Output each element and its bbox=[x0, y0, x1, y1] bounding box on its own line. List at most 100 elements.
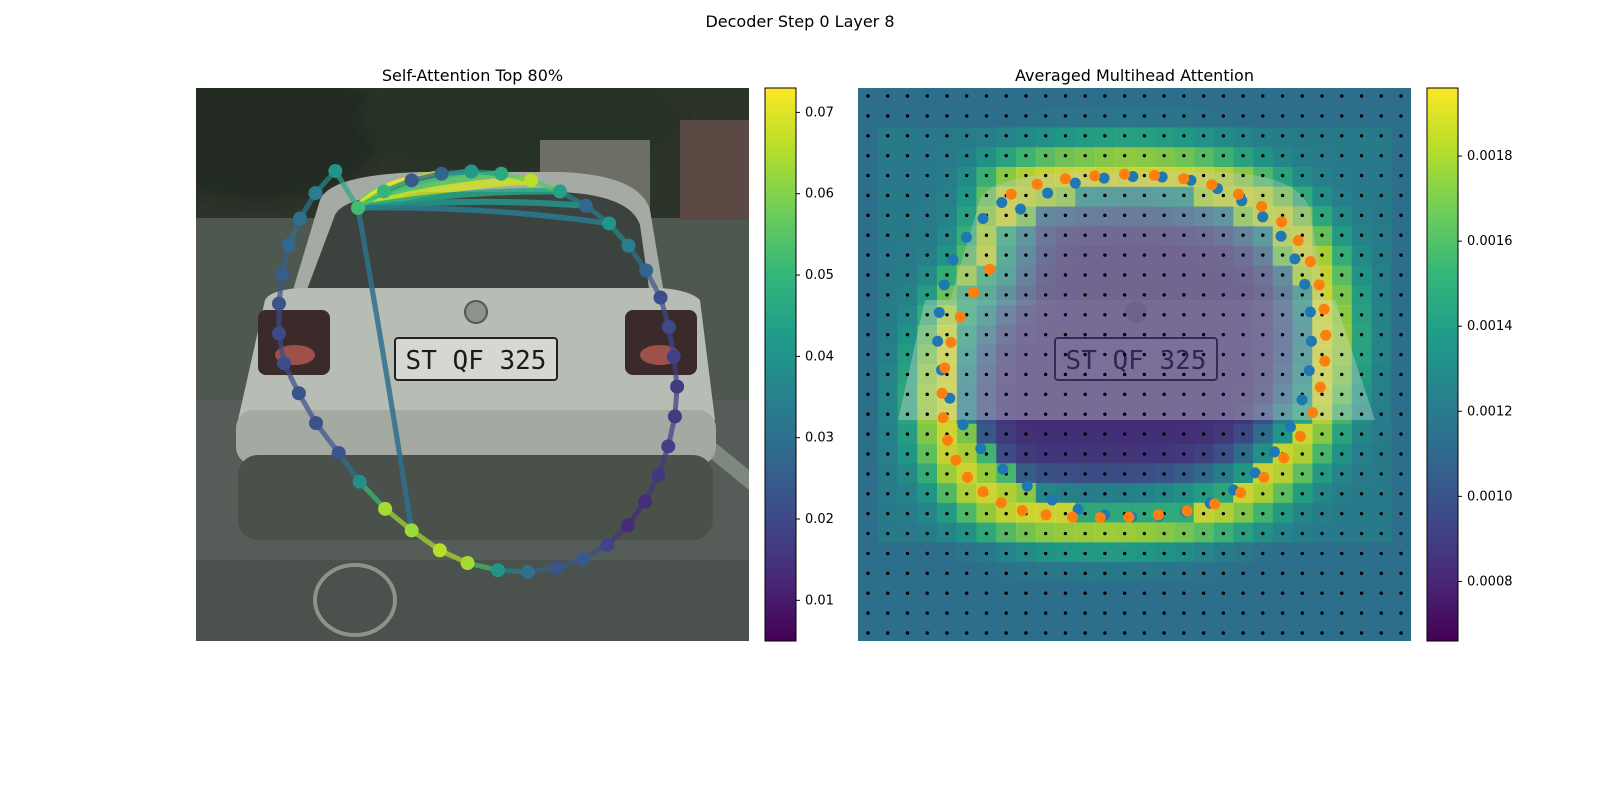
grid-point bbox=[1182, 392, 1186, 397]
attention-point bbox=[670, 379, 685, 394]
grid-point bbox=[1063, 531, 1068, 536]
grid-point bbox=[1083, 571, 1087, 576]
grid-point bbox=[1280, 352, 1285, 357]
grid-point bbox=[925, 173, 929, 178]
attention-point bbox=[621, 238, 636, 253]
grid-point bbox=[945, 472, 949, 476]
grid-point bbox=[1043, 452, 1048, 456]
grid-point bbox=[925, 193, 929, 198]
grid-point bbox=[1221, 511, 1226, 516]
grid-point bbox=[1063, 193, 1068, 198]
grid-point bbox=[866, 233, 870, 237]
grid-point bbox=[1182, 611, 1186, 615]
grid-point bbox=[1201, 153, 1206, 158]
grid-point bbox=[1103, 293, 1107, 297]
grid-point bbox=[1182, 332, 1186, 337]
series-point bbox=[996, 196, 1008, 208]
heatmap-cell bbox=[1035, 88, 1056, 109]
series-point bbox=[1294, 430, 1306, 442]
grid-point bbox=[1399, 372, 1403, 377]
grid-point bbox=[866, 511, 870, 516]
grid-point bbox=[1241, 352, 1245, 357]
grid-point bbox=[1103, 134, 1107, 138]
colorbar-tick-label: 0.07 bbox=[805, 105, 834, 120]
grid-point bbox=[1083, 313, 1087, 317]
grid-point bbox=[965, 173, 969, 178]
attention-point bbox=[404, 173, 419, 188]
grid-point bbox=[1320, 173, 1324, 178]
grid-point bbox=[866, 352, 870, 357]
grid-point bbox=[886, 273, 890, 277]
series-point bbox=[1313, 279, 1325, 291]
grid-point bbox=[1379, 94, 1383, 98]
grid-point bbox=[1340, 153, 1344, 158]
grid-point bbox=[1103, 114, 1107, 118]
heatmap-cell bbox=[1095, 147, 1116, 168]
grid-point bbox=[1063, 591, 1068, 595]
grid-point bbox=[984, 472, 989, 476]
grid-point bbox=[1340, 492, 1344, 496]
grid-point bbox=[1122, 313, 1127, 317]
grid-point bbox=[1221, 233, 1226, 237]
grid-point bbox=[1399, 173, 1403, 178]
grid-point bbox=[1320, 591, 1324, 595]
grid-point bbox=[1221, 631, 1226, 635]
grid-point bbox=[1103, 432, 1107, 436]
attention-point bbox=[666, 349, 681, 364]
grid-point bbox=[925, 213, 929, 218]
grid-point bbox=[1241, 571, 1245, 576]
grid-point bbox=[1103, 591, 1107, 595]
grid-point bbox=[1182, 253, 1186, 257]
grid-point bbox=[886, 173, 890, 178]
grid-point bbox=[1241, 153, 1245, 158]
grid-point bbox=[866, 452, 870, 456]
grid-point bbox=[1261, 531, 1265, 536]
grid-point bbox=[1201, 293, 1206, 297]
series-point bbox=[1042, 187, 1054, 199]
heatmap-cell bbox=[1114, 147, 1135, 168]
grid-point bbox=[1142, 213, 1147, 218]
heatmap-cell bbox=[956, 88, 977, 109]
grid-point bbox=[1004, 293, 1008, 297]
grid-point bbox=[925, 392, 929, 397]
series-point bbox=[947, 254, 959, 266]
grid-point bbox=[1122, 293, 1127, 297]
heatmap-cell bbox=[1391, 621, 1411, 641]
grid-point bbox=[1379, 591, 1383, 595]
heatmap-cell bbox=[976, 107, 997, 128]
heatmap-cell bbox=[996, 107, 1017, 128]
grid-point bbox=[945, 293, 949, 297]
grid-point bbox=[1280, 392, 1285, 397]
heatmap-cell bbox=[1371, 147, 1392, 168]
grid-point bbox=[1083, 432, 1087, 436]
grid-point bbox=[1261, 392, 1265, 397]
grid-point bbox=[1162, 134, 1166, 138]
grid-point bbox=[886, 611, 890, 615]
grid-point bbox=[1359, 332, 1364, 337]
heatmap-cell bbox=[1292, 147, 1313, 168]
attention-point bbox=[331, 445, 346, 460]
grid-point bbox=[945, 233, 949, 237]
grid-point bbox=[1162, 153, 1166, 158]
heatmap-cell bbox=[1233, 621, 1254, 641]
grid-point bbox=[1103, 332, 1107, 337]
colorbar-tick-label: 0.05 bbox=[805, 268, 834, 283]
grid-point bbox=[1280, 153, 1285, 158]
grid-point bbox=[1379, 173, 1383, 178]
grid-point bbox=[965, 591, 969, 595]
grid-point bbox=[1024, 551, 1028, 556]
grid-point bbox=[1063, 253, 1068, 257]
grid-point bbox=[1359, 551, 1364, 556]
grid-point bbox=[1340, 432, 1344, 436]
series-point bbox=[937, 412, 949, 424]
colorbar-tick-label: 0.06 bbox=[805, 187, 834, 202]
heatmap-cell bbox=[1253, 127, 1274, 148]
grid-point bbox=[1004, 412, 1008, 416]
grid-point bbox=[886, 551, 890, 556]
grid-point bbox=[905, 213, 910, 218]
grid-point bbox=[1122, 492, 1127, 496]
grid-point bbox=[1340, 114, 1344, 118]
grid-point bbox=[1379, 213, 1383, 218]
attention-point bbox=[281, 238, 296, 253]
